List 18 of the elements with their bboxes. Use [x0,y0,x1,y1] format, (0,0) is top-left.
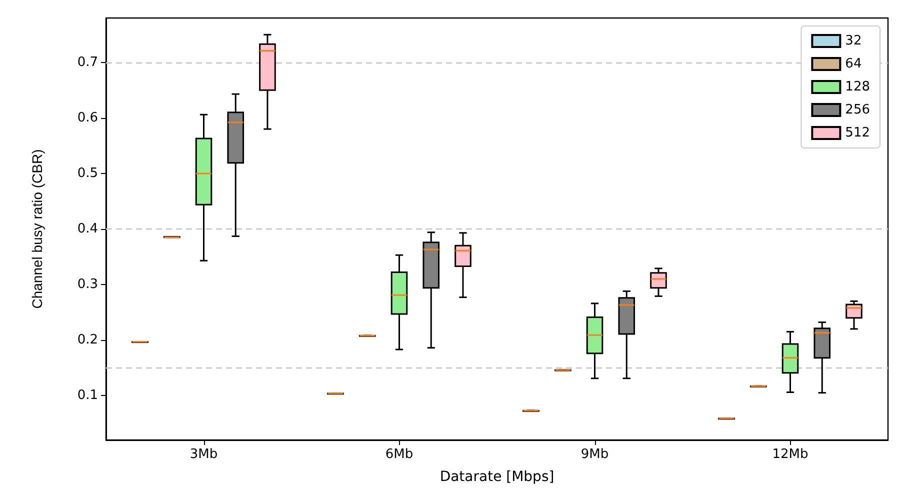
y-axis-title: Channel busy ratio (CBR) [29,149,45,309]
y-tick-label: 0.6 [77,110,98,126]
legend-label: 128 [845,80,870,94]
y-tick-label: 0.4 [77,222,98,236]
y-tick-label: 0.2 [77,332,98,348]
y-tick-label: 0.7 [77,54,98,70]
x-tick-label: 9Mb [580,447,609,462]
legend-label: 64 [845,56,862,72]
x-tick-label: 3Mb [190,447,218,462]
y-tick-label: 0.5 [77,166,98,181]
x-axis-title: Datarate [Mbps] [440,469,554,485]
legend-label: 512 [845,126,870,140]
x-tick-label: 6Mb [385,447,414,462]
legend-label: 32 [845,34,862,48]
y-tick-label: 0.3 [77,277,98,292]
x-tick-label: 12Mb [772,447,808,462]
legend-label: 256 [845,102,870,118]
y-tick-label: 0.1 [77,388,98,404]
